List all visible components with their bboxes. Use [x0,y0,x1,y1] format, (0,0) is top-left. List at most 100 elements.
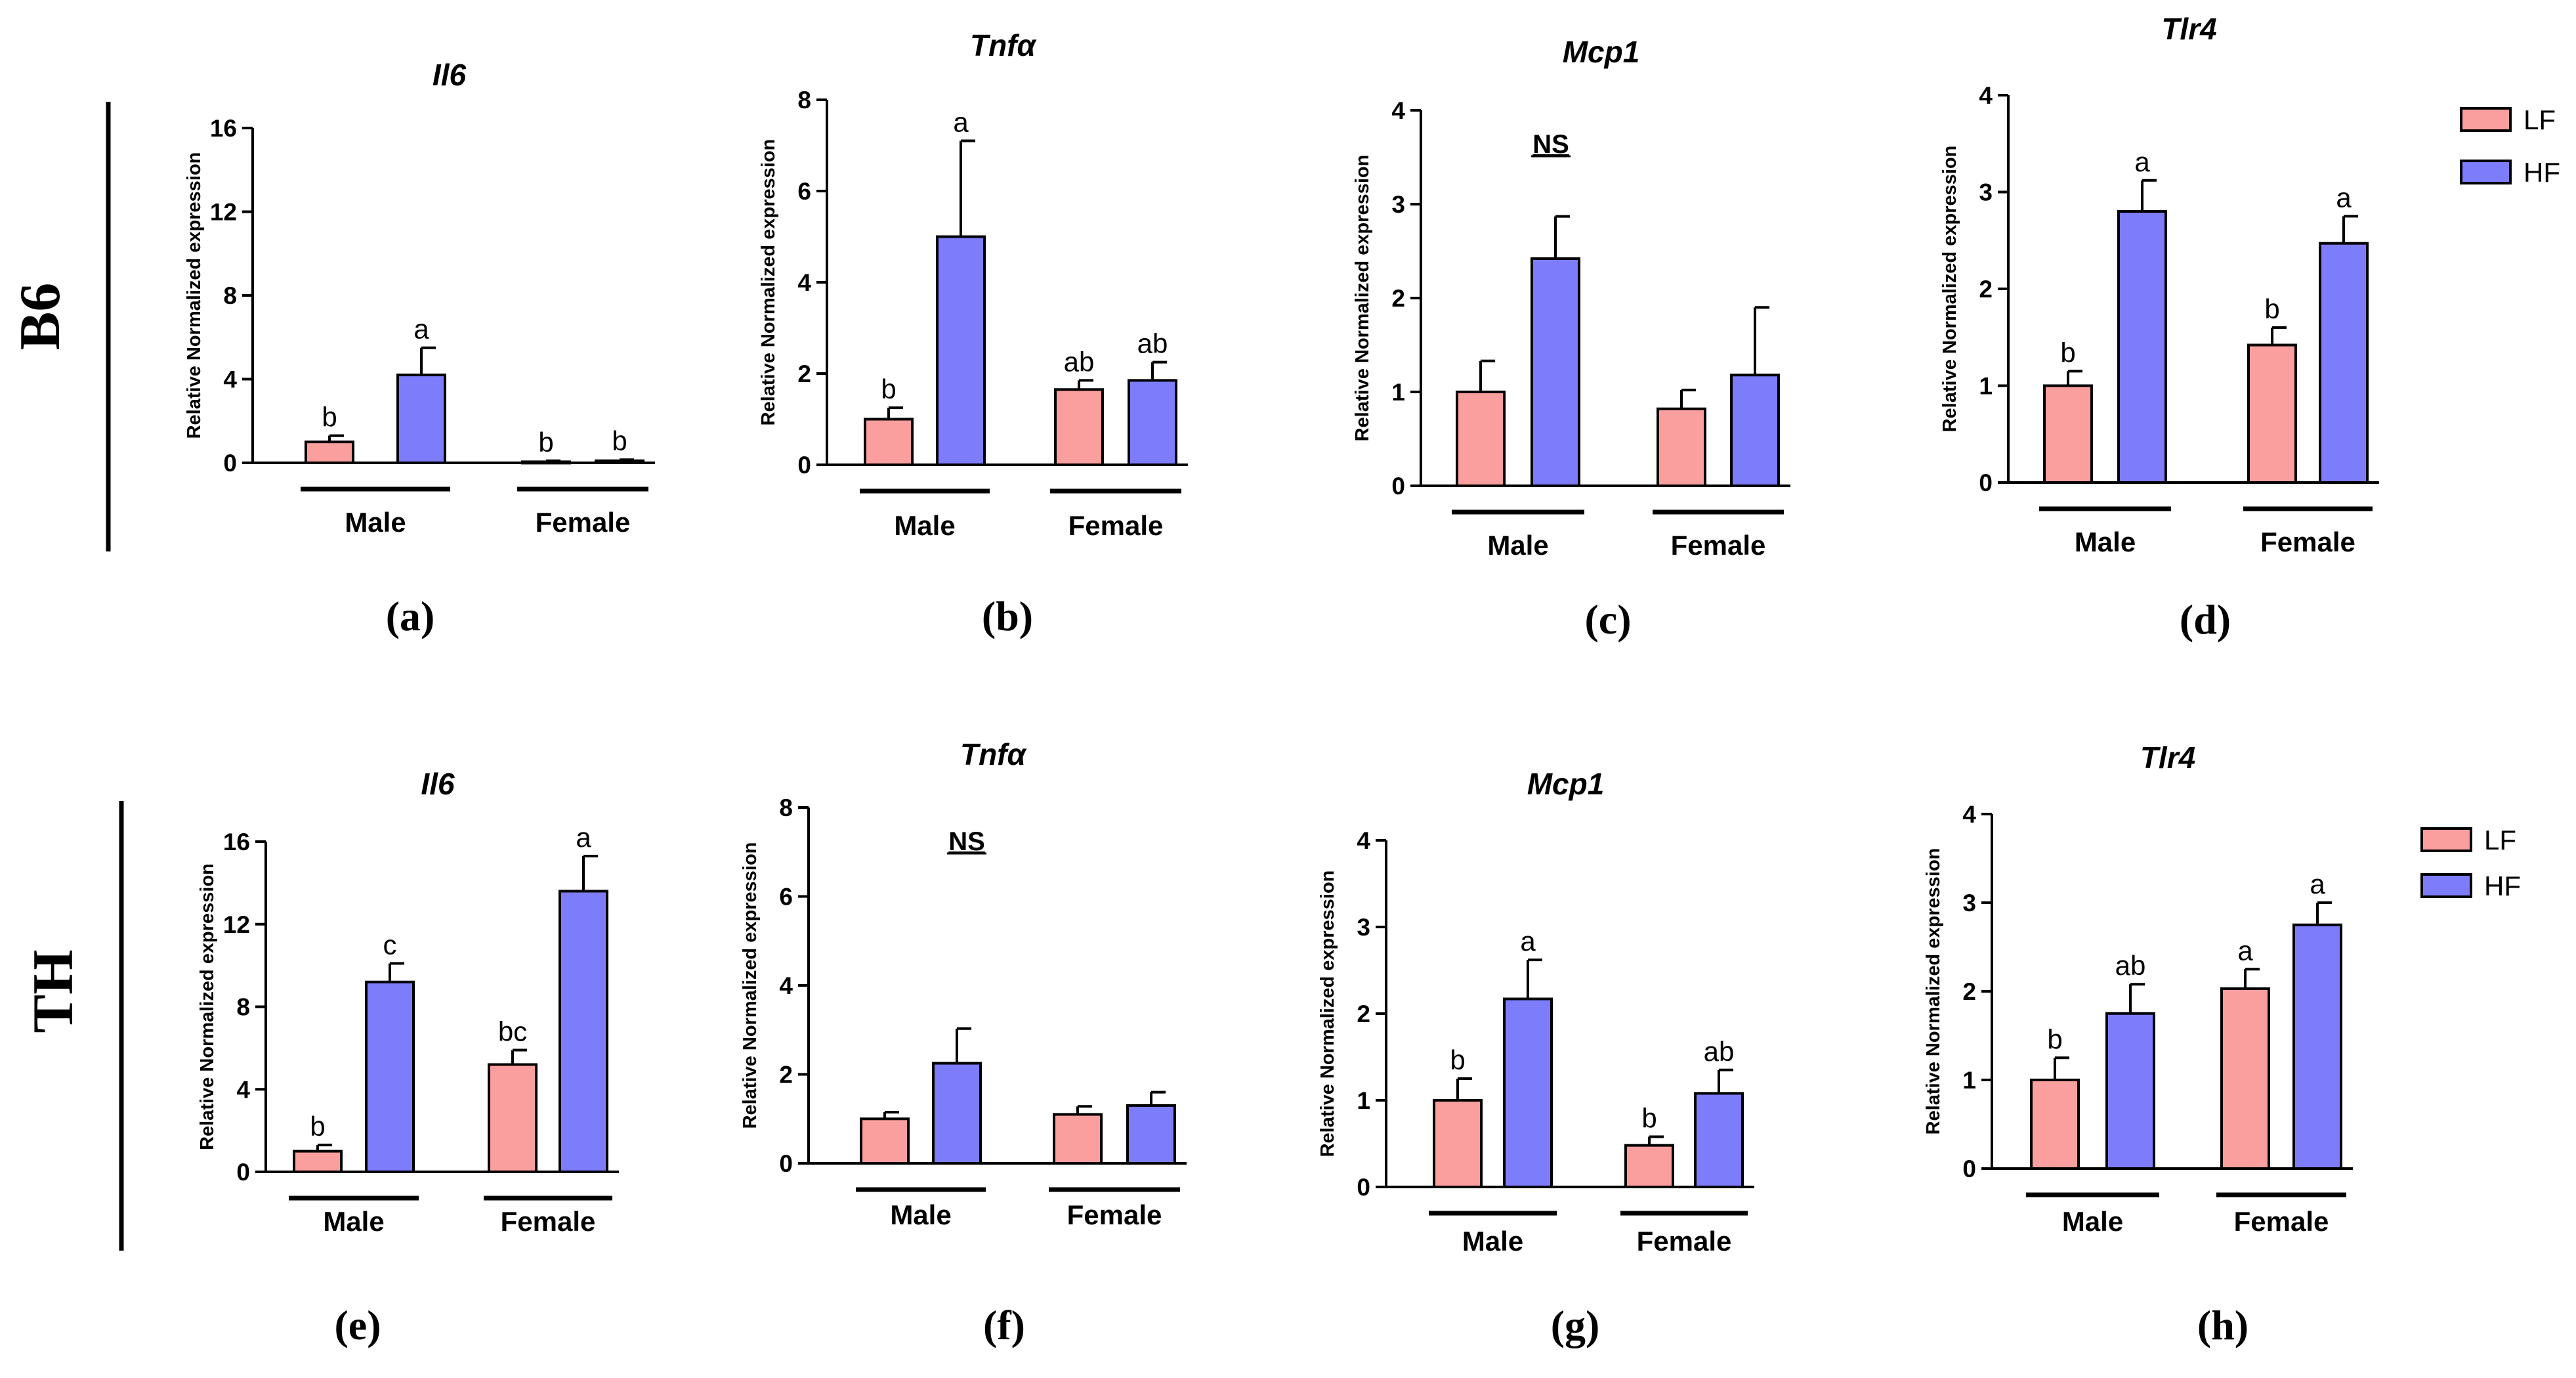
y-tick-label: 0 [236,1159,250,1186]
group-label: Male [894,510,955,541]
group-label: Female [1671,530,1766,561]
y-tick-label: 1 [1391,379,1405,406]
y-axis-label: Relative Normalized expression [1923,848,1944,1135]
legend-swatch-lf [2460,107,2512,132]
y-tick-label: 6 [779,884,793,911]
bar [1433,1099,1483,1188]
y-tick-label: 2 [1357,1001,1370,1027]
bar [1456,391,1506,487]
y-tick-label: 16 [223,829,250,855]
significance-label: b [2264,293,2279,324]
bar [559,890,608,1173]
y-tick-label: 3 [1391,191,1405,218]
bar [2220,987,2270,1170]
group-label: Male [323,1206,384,1237]
significance-label: c [383,929,397,960]
y-tick-label: 0 [1357,1174,1370,1201]
chart-title: Mcp1 [1527,767,1605,801]
panel-caption: (f) [983,1302,1025,1348]
group-label: Female [1637,1226,1732,1257]
group-label: Female [2260,527,2355,557]
bar [1730,374,1780,488]
y-tick-label: 3 [1962,890,1976,916]
panel-caption: (g) [1551,1302,1600,1348]
y-tick-label: 4 [1979,82,1993,109]
y-tick-label: 2 [1979,276,1993,303]
bar [1054,388,1104,467]
y-axis-label: Relative Normalized expression [1317,871,1338,1157]
bar [293,1150,343,1173]
significance-label: a [2336,182,2352,213]
bar [1053,1113,1103,1165]
panel-caption: (b) [982,593,1033,639]
panel-caption: (e) [334,1302,381,1348]
group-label: Female [1067,1199,1162,1230]
group-label: Female [2234,1206,2329,1237]
y-tick-label: 4 [236,1076,250,1103]
y-tick-label: 8 [797,87,811,114]
y-tick-label: 3 [1979,179,1993,206]
panel-caption: (h) [2197,1302,2249,1348]
chart-title: Tlr4 [2161,12,2216,46]
y-axis-label: Relative Normalized expression [740,842,761,1129]
panel-caption: (a) [386,593,435,639]
y-tick-label: 1 [1979,373,1993,400]
group-label: Female [536,507,631,538]
bar [365,980,415,1174]
y-tick-label: 6 [797,178,811,205]
row-label-b6: B6 [9,102,111,551]
y-tick-label: 0 [797,452,811,479]
row-label-b6-text: B6 [9,283,72,351]
y-tick-label: 0 [1962,1155,1976,1182]
significance-label: b [881,374,896,404]
legend-label-hf: HF [2523,157,2560,188]
y-axis-label: Relative Normalized expression [197,863,218,1150]
bar [1694,1092,1744,1188]
chart-title: Tlr4 [2140,741,2195,775]
bar [932,1062,982,1165]
group-label: Male [2062,1206,2123,1237]
y-tick-label: 1 [1962,1067,1976,1094]
significance-label: a [413,314,429,345]
significance-label: b [538,427,553,458]
y-tick-label: 2 [779,1062,793,1088]
y-tick-label: 4 [223,366,237,393]
bar [2117,210,2167,484]
y-tick-label: 4 [1391,97,1405,124]
y-tick-label: 2 [797,360,811,387]
significance-label: a [2310,869,2325,899]
legend-swatch-lf [2420,827,2472,852]
y-tick-label: 16 [210,115,237,142]
bar [864,418,914,466]
bar [2247,343,2297,484]
chart-panel: Mcp1 0 1 2 3 4 Relative Normalized expression b… [1317,767,1754,1348]
group-label: Female [501,1206,596,1237]
y-tick-label: 8 [236,994,250,1021]
group-label: Male [2075,527,2136,557]
group-label: Male [1487,530,1548,561]
y-tick-label: 0 [223,450,237,477]
chart-panel: Tnfα 0 2 4 6 8 Relative Normalized expression M… [740,737,1187,1348]
row-label-th: TH [22,801,124,1251]
y-tick-label: 0 [1979,469,1993,496]
bar [936,235,986,466]
chart-panel: Tlr4 0 1 2 3 4 Relative Normalized expression b… [1939,12,2379,643]
significance-label: a [953,107,969,138]
bar [1624,1144,1674,1189]
row-label-th-text: TH [22,949,85,1033]
legend-top: LF HF [2460,104,2560,188]
y-axis-label: Relative Normalized expression [1939,146,1960,433]
legend-bottom: LF HF [2420,825,2521,901]
y-tick-label: 12 [210,199,237,226]
legend-label-lf: LF [2523,104,2556,135]
significance-label: ab [1137,328,1168,359]
significance-label: a [2134,146,2150,177]
y-tick-label: 1 [1357,1087,1370,1114]
y-tick-label: 4 [1357,827,1370,854]
y-tick-label: 2 [1391,285,1405,312]
y-axis-label: Relative Normalized expression [758,139,779,426]
bar [488,1063,538,1174]
bar [1531,257,1580,487]
bar [2030,1079,2080,1170]
bar [2319,242,2369,484]
